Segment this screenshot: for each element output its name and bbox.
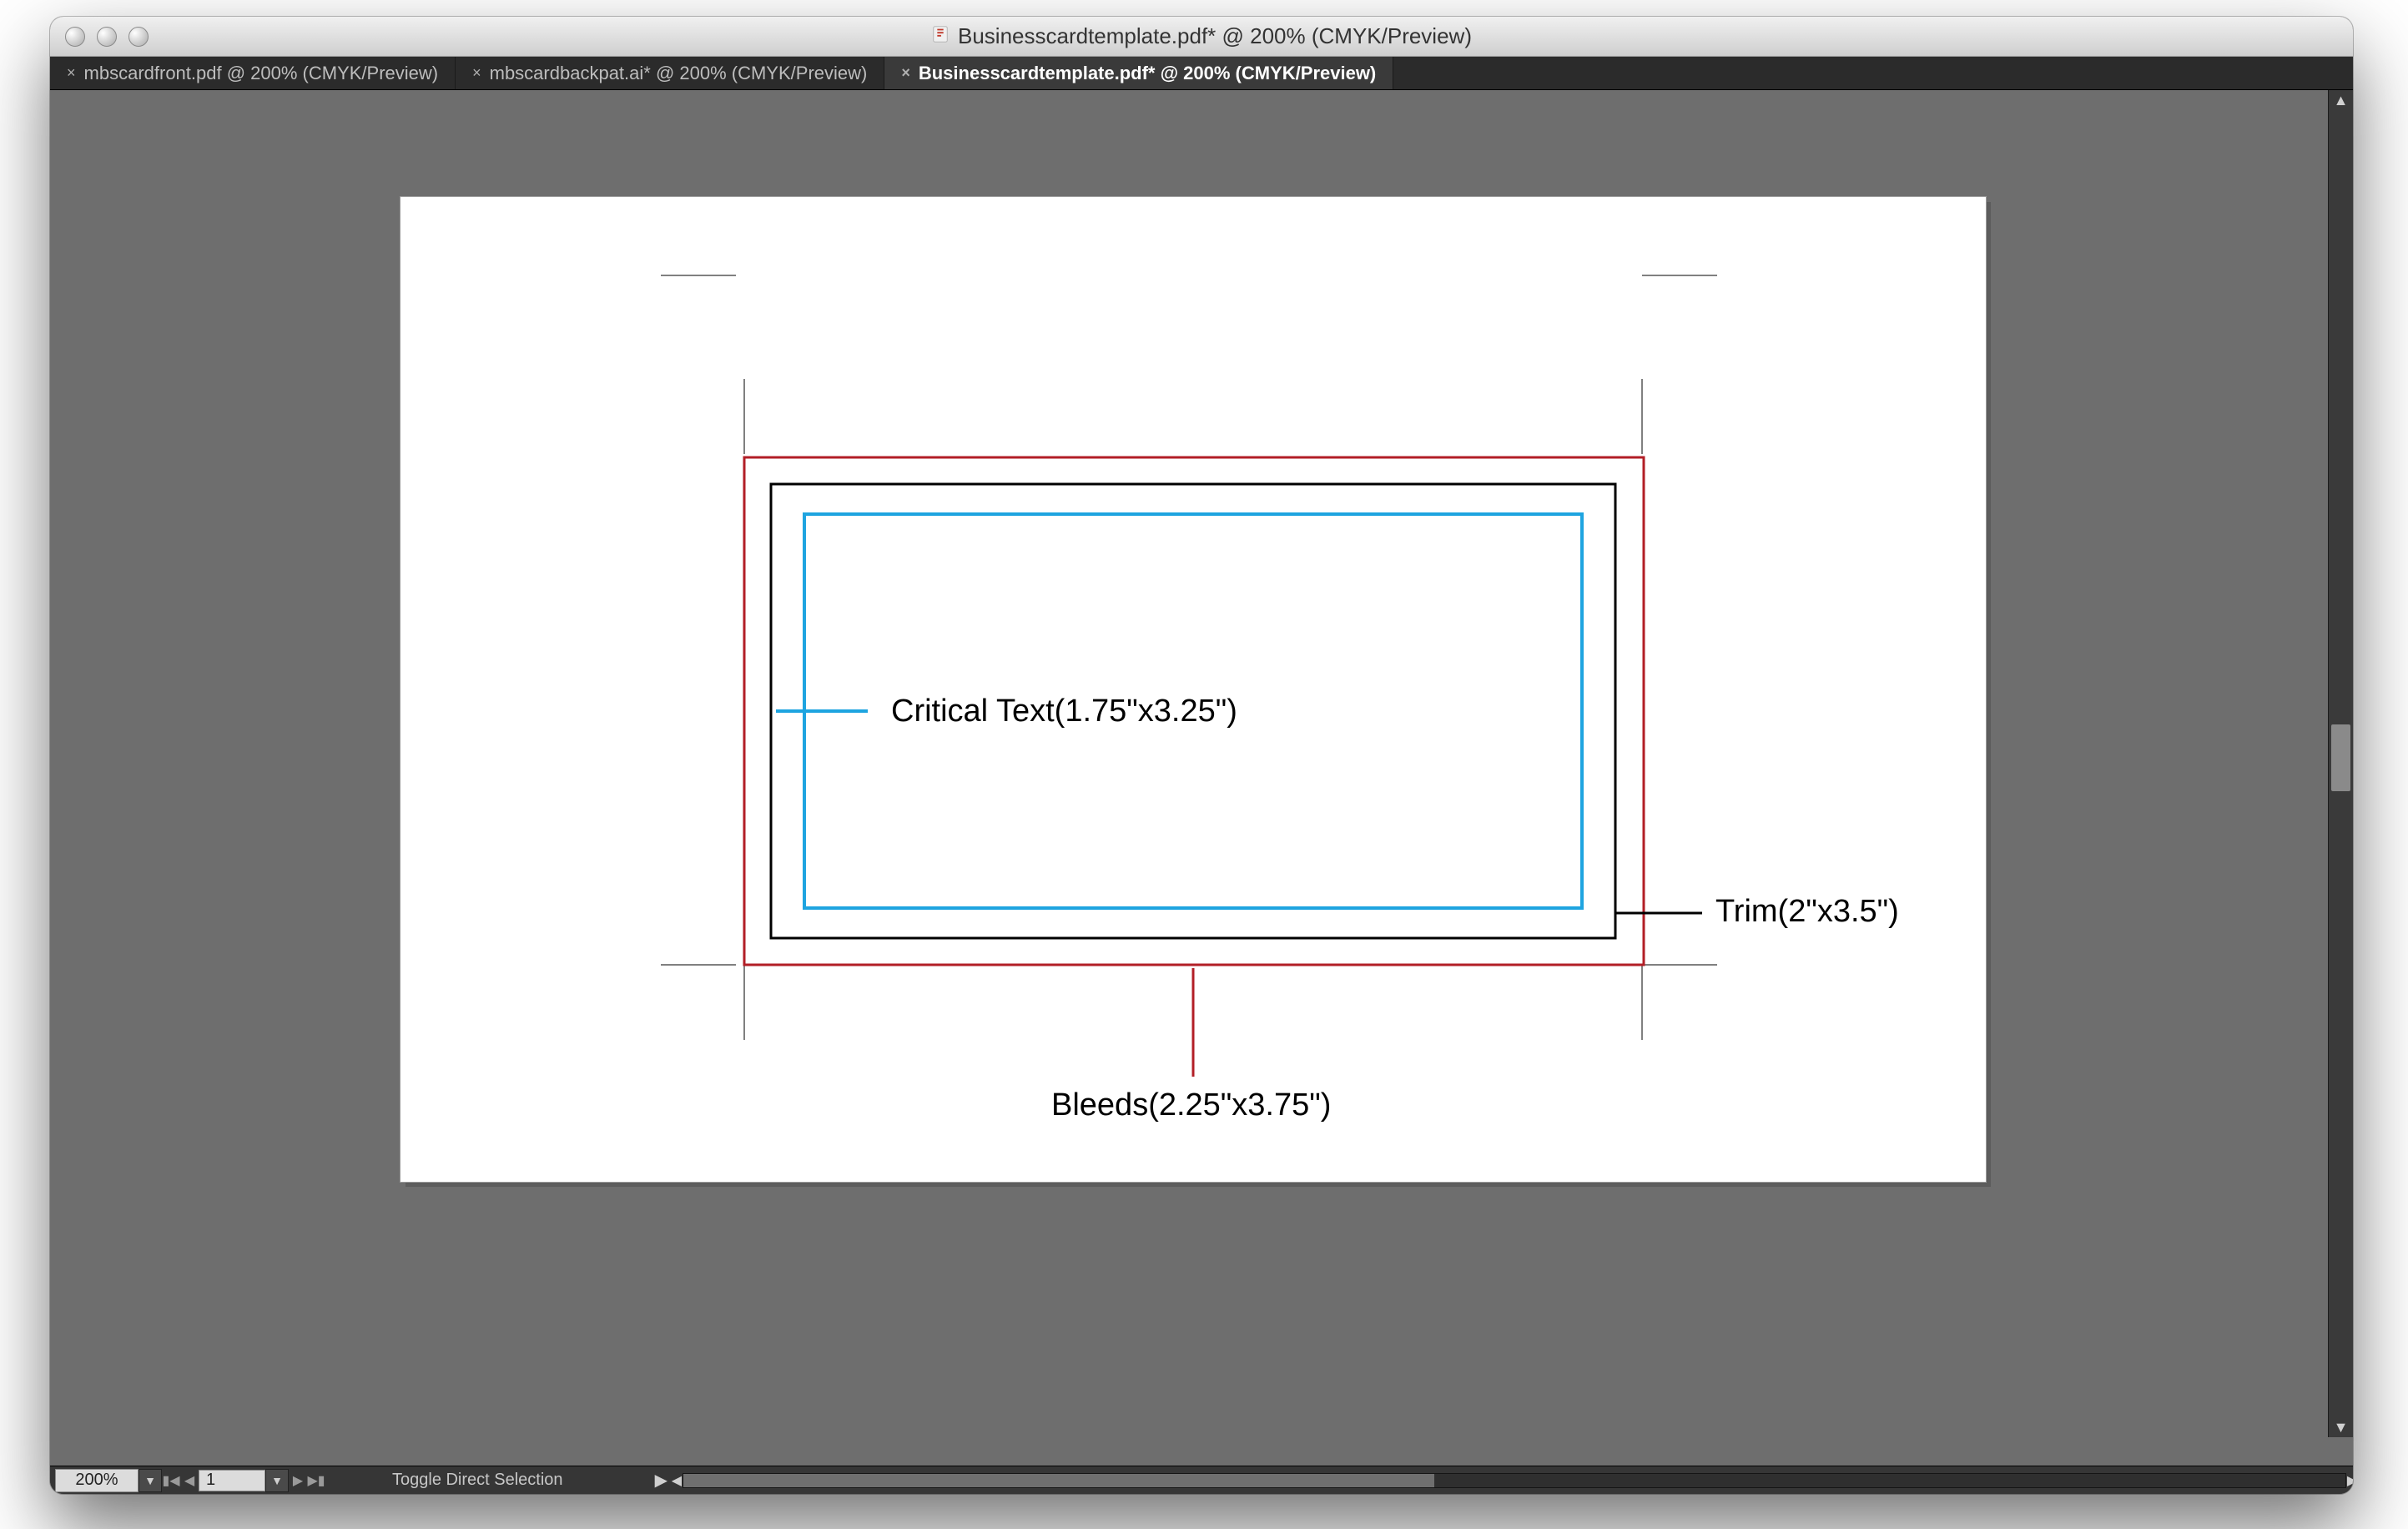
titlebar: Businesscardtemplate.pdf* @ 200% (CMYK/P… xyxy=(50,17,2353,57)
page-first-icon[interactable]: ▮◀ xyxy=(162,1472,180,1489)
page-input[interactable]: 1 xyxy=(199,1470,265,1491)
horizontal-scrollbar[interactable]: ◀ ▶ xyxy=(683,1473,2346,1488)
vertical-scroll-thumb[interactable] xyxy=(2331,724,2350,791)
businesscard-template-diagram: Critical Text(1.75"x3.25") Trim(2"x3.5") B… xyxy=(400,197,1986,1182)
tab-doc-1[interactable]: × mbscardbackpat.ai* @ 200% (CMYK/Previe… xyxy=(456,57,884,89)
close-icon[interactable]: × xyxy=(901,64,910,82)
scroll-left-icon[interactable]: ◀ xyxy=(670,1474,683,1487)
workarea: Critical Text(1.75"x3.25") Trim(2"x3.5") B… xyxy=(50,90,2353,1494)
scroll-right-icon[interactable]: ▶ xyxy=(2345,1474,2353,1487)
close-icon[interactable]: × xyxy=(472,64,481,82)
tab-label: mbscardbackpat.ai* @ 200% (CMYK/Preview) xyxy=(490,63,868,84)
page-dropdown-icon[interactable]: ▼ xyxy=(265,1469,289,1492)
tab-doc-2[interactable]: × Businesscardtemplate.pdf* @ 200% (CMYK… xyxy=(884,57,1393,89)
artboard: Critical Text(1.75"x3.25") Trim(2"x3.5") B… xyxy=(400,197,1986,1182)
app-window: Businesscardtemplate.pdf* @ 200% (CMYK/P… xyxy=(50,17,2353,1494)
svg-text:Critical Text(1.75"x3.25"): Critical Text(1.75"x3.25") xyxy=(891,694,1237,729)
zoom-input[interactable]: 200% xyxy=(55,1469,139,1492)
svg-text:Bleeds(2.25"x3.75"): Bleeds(2.25"x3.75") xyxy=(1051,1087,1331,1123)
status-menu-icon[interactable]: ▶ xyxy=(655,1470,667,1491)
horizontal-scroll-thumb[interactable] xyxy=(683,1474,1434,1487)
minimize-icon[interactable] xyxy=(97,27,117,47)
page-last-icon[interactable]: ▶▮ xyxy=(307,1472,325,1489)
tab-doc-0[interactable]: × mbscardfront.pdf @ 200% (CMYK/Preview) xyxy=(50,57,456,89)
ai-file-icon xyxy=(931,23,950,49)
zoom-dropdown-icon[interactable]: ▼ xyxy=(139,1469,162,1492)
traffic-lights xyxy=(65,27,149,47)
window-title: Businesscardtemplate.pdf* @ 200% (CMYK/P… xyxy=(50,23,2353,49)
svg-text:Trim(2"x3.5"): Trim(2"x3.5") xyxy=(1715,894,1899,929)
zoom-icon[interactable] xyxy=(128,27,149,47)
window-title-text: Businesscardtemplate.pdf* @ 200% (CMYK/P… xyxy=(958,23,1472,49)
statusbar: 200% ▼ ▮◀ ◀ 1 ▼ ▶ ▶▮ Toggle Direct Selec… xyxy=(50,1466,2353,1494)
status-hint: Toggle Direct Selection xyxy=(392,1471,563,1490)
vertical-scrollbar[interactable]: ▲ ▼ xyxy=(2328,90,2353,1437)
page-prev-icon[interactable]: ◀ xyxy=(180,1472,199,1489)
canvas[interactable]: Critical Text(1.75"x3.25") Trim(2"x3.5") B… xyxy=(50,90,2353,1466)
close-icon[interactable] xyxy=(65,27,85,47)
scroll-down-icon[interactable]: ▼ xyxy=(2329,1417,2353,1437)
document-tabstrip: × mbscardfront.pdf @ 200% (CMYK/Preview)… xyxy=(50,57,2353,90)
close-icon[interactable]: × xyxy=(67,64,76,82)
scroll-up-icon[interactable]: ▲ xyxy=(2329,90,2353,110)
tab-label: Businesscardtemplate.pdf* @ 200% (CMYK/P… xyxy=(919,63,1376,84)
page-next-icon[interactable]: ▶ xyxy=(289,1472,307,1489)
tab-label: mbscardfront.pdf @ 200% (CMYK/Preview) xyxy=(84,63,439,84)
